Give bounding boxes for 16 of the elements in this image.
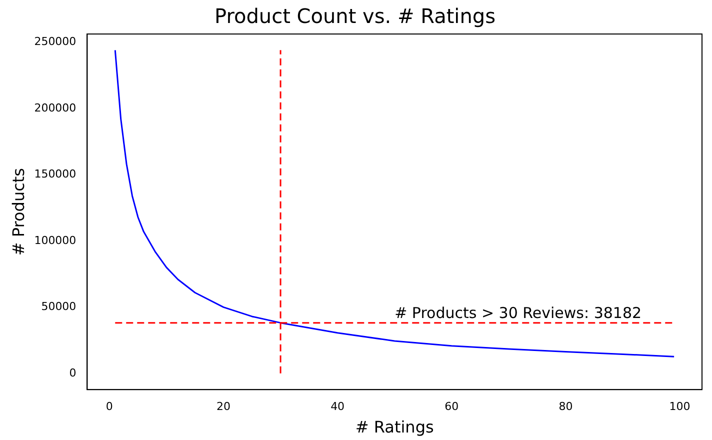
annotation: # Products > 30 Reviews: 38182: [394, 304, 642, 322]
y-tick-label: 200000: [34, 101, 76, 114]
x-tick-label: 80: [558, 400, 573, 414]
y-tick-label: 100000: [34, 234, 76, 247]
x-tick-label: 20: [216, 400, 230, 414]
y-tick-label: 150000: [34, 168, 76, 181]
y-tick-label: 50000: [41, 300, 76, 314]
x-tick-label: 40: [330, 400, 345, 414]
chart-title: Product Count vs. # Ratings: [214, 4, 496, 28]
x-tick-label: 0: [106, 400, 113, 414]
x-axis-title: # Ratings: [355, 418, 434, 437]
y-tick-label: 0: [69, 366, 76, 380]
x-tick-label: 100: [669, 400, 690, 414]
y-tick-label: 250000: [34, 35, 76, 48]
y-axis-title: # Products: [8, 168, 28, 256]
x-tick-label: 60: [444, 400, 459, 414]
